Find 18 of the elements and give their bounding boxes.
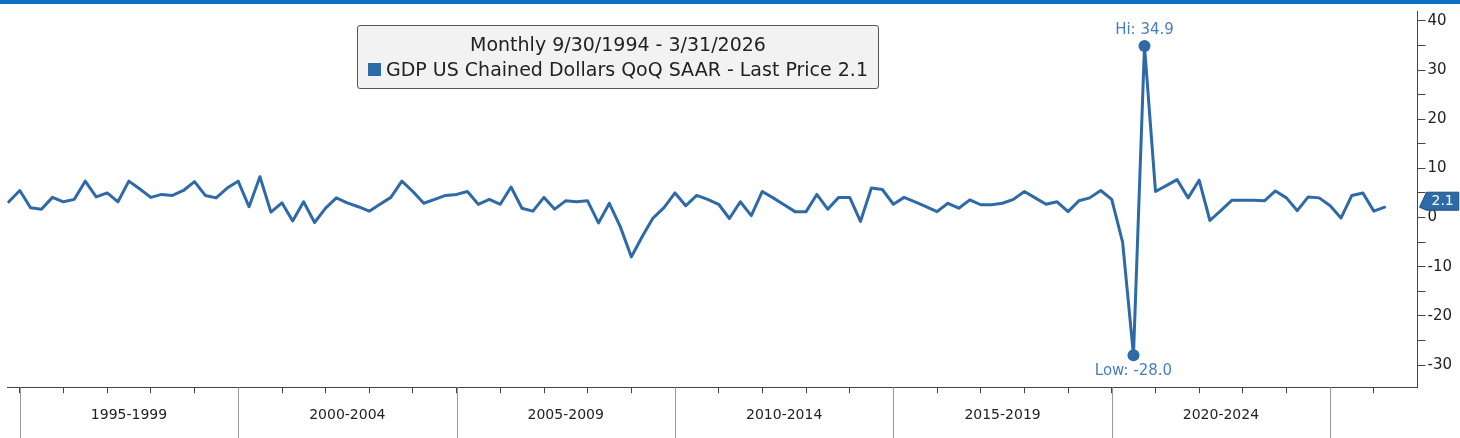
y-tick-label: -10 <box>1427 256 1452 275</box>
text: 2.1 <box>1431 191 1454 208</box>
y-tick-label: -20 <box>1427 305 1452 324</box>
x-tick-label: 2005-2009 <box>527 406 604 423</box>
y-tick-label: 10 <box>1427 158 1447 177</box>
y-tick-label: -30 <box>1427 354 1452 373</box>
x-tick-label: 2015-2019 <box>964 406 1041 423</box>
annotation: Low: -28.0 <box>1094 360 1173 379</box>
x-tick-label: 2010-2014 <box>746 406 823 423</box>
x-tick-label: 1995-1999 <box>90 406 168 423</box>
y-tick-label: 40 <box>1427 10 1447 29</box>
x-tick-label: 2000-2004 <box>309 406 386 423</box>
annotation: Hi: 34.9 <box>1115 20 1174 39</box>
y-tick-label: 20 <box>1427 109 1447 128</box>
x-tick-label: 2020-2024 <box>1182 406 1260 423</box>
y-tick-label: 30 <box>1427 59 1447 78</box>
legend-label: GDP US Chained Dollars QoQ SAAR - Last Price 2.1 <box>385 57 868 82</box>
legend-title: Monthly 9/30/1994 - 3/31/2026 <box>469 32 767 57</box>
